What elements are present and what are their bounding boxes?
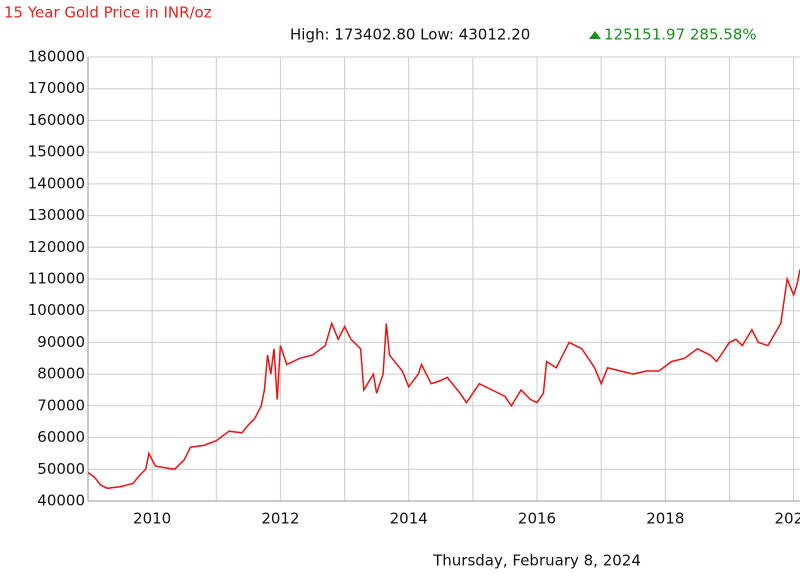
y-tick-label: 130000 xyxy=(28,206,85,224)
x-tick-label: 2014 xyxy=(390,510,428,528)
date: Thursday, February 8, 2024 xyxy=(432,552,641,570)
y-tick-label: 80000 xyxy=(37,365,85,383)
y-tick-label: 110000 xyxy=(28,270,85,288)
y-tick-label: 40000 xyxy=(37,492,85,510)
y-tick-label: 140000 xyxy=(28,174,85,192)
y-tick-label: 180000 xyxy=(28,48,85,66)
chart-title: 15 Year Gold Price in INR/oz xyxy=(4,4,212,22)
x-tick-label: 2010 xyxy=(133,510,171,528)
y-tick-label: 170000 xyxy=(28,79,85,97)
y-tick-label: 100000 xyxy=(28,301,85,319)
y-tick-label: 160000 xyxy=(28,111,85,129)
x-tick-label: 2018 xyxy=(646,510,684,528)
stats: High: 173402.80 Low: 43012.20 xyxy=(290,26,530,44)
y-tick-label: 90000 xyxy=(37,333,85,351)
x-tick-label: 2012 xyxy=(261,510,299,528)
y-tick-label: 60000 xyxy=(37,428,85,446)
price-line xyxy=(88,269,800,490)
y-tick-label: 70000 xyxy=(37,396,85,414)
up-arrow xyxy=(589,31,601,39)
x-tick-label: 2020 xyxy=(774,510,800,528)
y-tick-label: 150000 xyxy=(28,143,85,161)
change: 125151.97 285.58% xyxy=(604,26,757,44)
x-tick-label: 2016 xyxy=(518,510,556,528)
y-tick-label: 120000 xyxy=(28,238,85,256)
y-tick-label: 50000 xyxy=(37,460,85,478)
